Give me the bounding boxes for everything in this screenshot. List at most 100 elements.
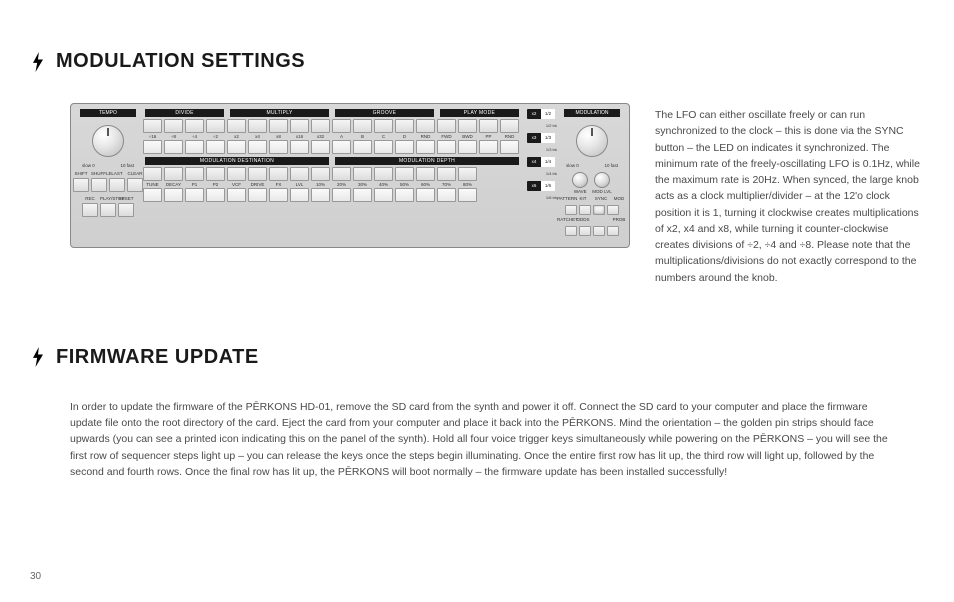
step-button[interactable] — [269, 167, 288, 181]
step-button[interactable] — [290, 167, 309, 181]
step-button[interactable] — [185, 119, 204, 133]
step-button[interactable] — [185, 167, 204, 181]
step-button[interactable] — [311, 140, 330, 154]
mod-slow-label: slow 0 — [566, 163, 579, 168]
step-button[interactable] — [143, 167, 162, 181]
step-button[interactable] — [164, 167, 183, 181]
step-button[interactable] — [437, 167, 456, 181]
step-button[interactable] — [206, 140, 225, 154]
step-button[interactable] — [206, 167, 225, 181]
ratchet-button[interactable] — [565, 226, 577, 236]
step-button[interactable] — [437, 188, 456, 202]
step-button[interactable] — [311, 167, 330, 181]
step-button[interactable] — [311, 119, 330, 133]
step-button[interactable] — [143, 188, 162, 202]
step-button[interactable] — [458, 188, 477, 202]
step-button[interactable] — [311, 188, 330, 202]
step-button[interactable] — [458, 167, 477, 181]
mod-button[interactable] — [607, 205, 619, 215]
left-btn-row-1 — [73, 178, 143, 192]
step-button[interactable] — [185, 188, 204, 202]
step-button[interactable] — [374, 140, 393, 154]
step-button[interactable] — [269, 140, 288, 154]
step-button[interactable] — [143, 140, 162, 154]
step-button[interactable] — [185, 140, 204, 154]
step-button[interactable] — [353, 167, 372, 181]
step-button[interactable] — [458, 119, 477, 133]
shuffle-button[interactable] — [91, 178, 107, 192]
step-button[interactable] — [332, 119, 351, 133]
step-button[interactable] — [290, 119, 309, 133]
step-button[interactable] — [500, 140, 519, 154]
cursor-button[interactable] — [593, 226, 605, 236]
small-knob-cluster: WAVE MOD LVL — [572, 172, 611, 194]
pattern-button[interactable] — [565, 205, 577, 215]
prob-button[interactable] — [607, 226, 619, 236]
step-button[interactable] — [353, 140, 372, 154]
reset-button[interactable] — [118, 203, 134, 217]
step-button[interactable] — [290, 188, 309, 202]
sync-button[interactable] — [593, 205, 605, 215]
wave-knob[interactable] — [572, 172, 588, 188]
step-label: A — [332, 134, 351, 139]
step-button[interactable] — [227, 119, 246, 133]
step-button[interactable] — [395, 167, 414, 181]
rec-label: REC — [82, 196, 98, 201]
step-button[interactable] — [248, 119, 267, 133]
step-button[interactable] — [206, 119, 225, 133]
tempo-knob[interactable] — [92, 125, 124, 157]
step-button[interactable] — [416, 140, 435, 154]
modulation-heading-text: MODULATION SETTINGS — [56, 50, 305, 73]
step-button[interactable] — [332, 167, 351, 181]
odds-button[interactable] — [579, 226, 591, 236]
step-button[interactable] — [248, 188, 267, 202]
step-button[interactable] — [227, 140, 246, 154]
last-label: LAST — [109, 171, 125, 176]
step-button[interactable] — [353, 188, 372, 202]
step-button[interactable] — [353, 119, 372, 133]
kit-button[interactable] — [579, 205, 591, 215]
rec-button[interactable] — [82, 203, 98, 217]
divide-header: DIVIDE — [145, 109, 224, 117]
step-button[interactable] — [269, 188, 288, 202]
step-button[interactable] — [332, 188, 351, 202]
reset-label: RESET — [118, 196, 134, 201]
step-button[interactable] — [479, 140, 498, 154]
step-label: x8 — [269, 134, 288, 139]
step-button[interactable] — [458, 140, 477, 154]
step-button[interactable] — [164, 188, 183, 202]
clear-button[interactable] — [127, 178, 143, 192]
step-label: P1 — [185, 182, 204, 187]
tempo-sublabels: slow 0 10 fast — [82, 163, 134, 168]
step-button[interactable] — [416, 167, 435, 181]
step-label: x16 — [290, 134, 309, 139]
step-button[interactable] — [164, 140, 183, 154]
step-button[interactable] — [269, 119, 288, 133]
step-button[interactable] — [437, 140, 456, 154]
step-button[interactable] — [395, 119, 414, 133]
step-button[interactable] — [227, 188, 246, 202]
shift-button[interactable] — [73, 178, 89, 192]
step-button[interactable] — [416, 188, 435, 202]
step-button[interactable] — [332, 140, 351, 154]
step-button[interactable] — [248, 140, 267, 154]
step-button[interactable] — [227, 167, 246, 181]
step-button[interactable] — [374, 167, 393, 181]
step-button[interactable] — [437, 119, 456, 133]
playstop-button[interactable] — [100, 203, 116, 217]
last-button[interactable] — [109, 178, 125, 192]
step-button[interactable] — [164, 119, 183, 133]
step-button[interactable] — [248, 167, 267, 181]
modulation-knob[interactable] — [576, 125, 608, 157]
step-button[interactable] — [416, 119, 435, 133]
step-button[interactable] — [500, 119, 519, 133]
step-button[interactable] — [395, 140, 414, 154]
step-button[interactable] — [374, 188, 393, 202]
step-button[interactable] — [479, 119, 498, 133]
step-button[interactable] — [206, 188, 225, 202]
step-button[interactable] — [143, 119, 162, 133]
modlvl-knob[interactable] — [594, 172, 610, 188]
step-button[interactable] — [290, 140, 309, 154]
step-button[interactable] — [395, 188, 414, 202]
step-button[interactable] — [374, 119, 393, 133]
